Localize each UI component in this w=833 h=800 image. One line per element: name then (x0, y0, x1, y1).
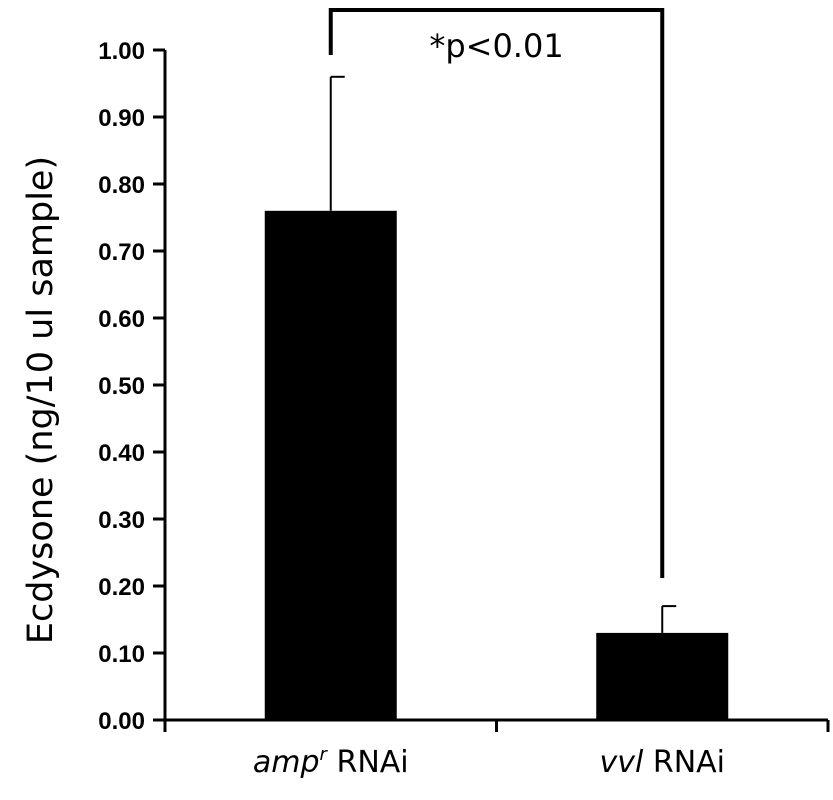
category-label-italic: vvl (599, 745, 644, 780)
x-axis (163, 718, 830, 732)
category-label-suffix: RNAi (327, 745, 409, 780)
y-tick-label: 0.30 (98, 507, 145, 534)
y-tick-label: 0.50 (98, 373, 145, 400)
bars (264, 210, 729, 721)
category-label-superscript: r (320, 744, 329, 765)
y-tick-label: 0.00 (98, 708, 145, 735)
category-label: ampr RNAi (253, 744, 409, 780)
category-label-suffix: RNAi (643, 745, 725, 780)
y-tick-label: 0.70 (98, 239, 145, 266)
bar (596, 632, 729, 720)
y-tick-label: 0.80 (98, 172, 145, 199)
y-tick-label: 0.90 (98, 105, 145, 132)
y-tick-label: 0.40 (98, 440, 145, 467)
significance-label: *p<0.01 (429, 27, 563, 65)
y-tick-label: 0.10 (98, 641, 145, 668)
bar (264, 210, 397, 721)
error-bars (329, 75, 677, 633)
y-axis: 0.00 0.10 0.20 0.30 0.40 0.50 0.60 0.70 0.80 0.90… (98, 38, 167, 735)
category-labels: ampr RNAi vvl RNAi (253, 744, 725, 780)
category-label-italic: amp (253, 745, 320, 780)
y-tick-label: 1.00 (98, 38, 145, 65)
y-tick-label: 0.20 (98, 574, 145, 601)
y-axis-label: Ecdysone (ng/10 ul sample) (21, 156, 61, 644)
bracket-line (328, 8, 665, 578)
significance-bracket: *p<0.01 (328, 8, 665, 578)
category-label: vvl RNAi (599, 745, 725, 780)
y-tick-label: 0.60 (98, 306, 145, 333)
